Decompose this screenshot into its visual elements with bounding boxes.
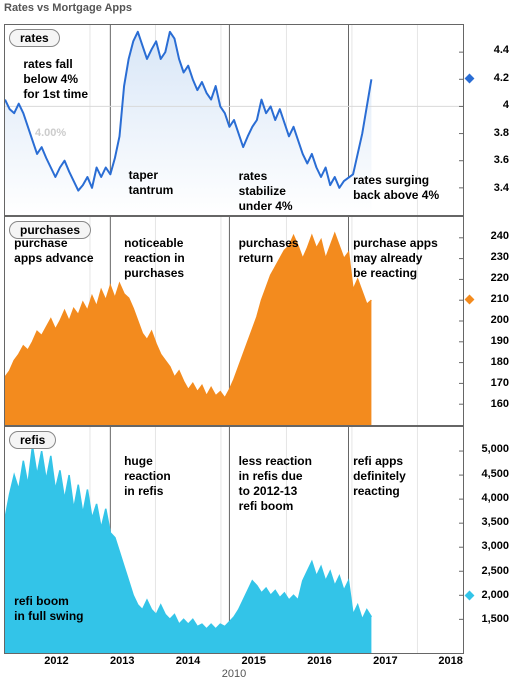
- panel-label-rates: rates: [9, 29, 60, 47]
- ytick: 4.2: [494, 72, 509, 84]
- ytick: 4: [503, 99, 509, 111]
- annotation: refi appsdefinitelyreacting: [353, 454, 406, 499]
- annotation: rates surgingback above 4%: [353, 173, 439, 203]
- annotation: noticeablereaction inpurchases: [124, 236, 185, 281]
- annotation: purchasesreturn: [239, 236, 299, 266]
- ytick: 170: [491, 377, 509, 389]
- annotation: tapertantrum: [129, 168, 174, 198]
- ytick: 220: [491, 272, 509, 284]
- x-axis-title: 2010: [222, 668, 246, 680]
- ytick: 160: [491, 398, 509, 410]
- xtick: 2016: [307, 655, 331, 667]
- ytick: 2,000: [481, 589, 509, 601]
- xtick: 2012: [44, 655, 68, 667]
- ytick: 4.4: [494, 44, 509, 56]
- ytick: 230: [491, 251, 509, 263]
- yaxis-refis: 1,500 2,000 2,500 3,000 3,500 4,000 4,500 5,000: [467, 426, 509, 654]
- threshold-4pct-label: 4.00%: [35, 127, 66, 139]
- annotation: ratesstabilizeunder 4%: [239, 169, 293, 214]
- panel-rates: rates 4.00% rates fallbelow 4%for 1st ti…: [4, 24, 464, 216]
- series-marker-icon: [465, 590, 475, 600]
- panel-refis: refis refi boomin full swing hugereaction…: [4, 426, 464, 654]
- ytick: 3.8: [494, 127, 509, 139]
- annotation: rates fallbelow 4%for 1st time: [23, 57, 88, 102]
- yaxis-rates: 3.4 3.6 3.8 4 4.2 4.4: [467, 24, 509, 216]
- annotation: purchase appsmay alreadybe reacting: [353, 236, 438, 281]
- series-marker-icon: [465, 295, 475, 305]
- chart-container: Rates vs Mortgage Apps rates 4.00% rates…: [0, 0, 511, 674]
- ytick: 1,500: [481, 613, 509, 625]
- yaxis-purchases: 160 170 180 190 200 210 220 230 240: [467, 216, 509, 426]
- ytick: 3,000: [481, 540, 509, 552]
- xtick: 2017: [373, 655, 397, 667]
- panel-purchases: purchases purchaseapps advance noticeable…: [4, 216, 464, 426]
- ytick: 3.4: [494, 182, 509, 194]
- ytick: 5,000: [481, 443, 509, 455]
- annotation: purchaseapps advance: [14, 236, 93, 266]
- annotation: hugereactionin refis: [124, 454, 171, 499]
- ytick: 4,000: [481, 492, 509, 504]
- annotation: less reactionin refis dueto 2012-13refi …: [239, 454, 312, 514]
- xtick: 2015: [242, 655, 266, 667]
- xtick: 2014: [176, 655, 200, 667]
- panel-label-refis: refis: [9, 431, 56, 449]
- ytick: 3.6: [494, 154, 509, 166]
- ytick: 190: [491, 335, 509, 347]
- x-axis: 20122013201420152016201720182010: [4, 655, 464, 673]
- ytick: 2,500: [481, 565, 509, 577]
- annotation: refi boomin full swing: [14, 594, 83, 624]
- chart-title: Rates vs Mortgage Apps: [4, 2, 132, 14]
- series-marker-icon: [465, 73, 475, 83]
- ytick: 3,500: [481, 516, 509, 528]
- ytick: 210: [491, 293, 509, 305]
- ytick: 200: [491, 314, 509, 326]
- xtick: 2018: [438, 655, 462, 667]
- panel-label-purchases: purchases: [9, 221, 91, 239]
- ytick: 4,500: [481, 468, 509, 480]
- xtick: 2013: [110, 655, 134, 667]
- ytick: 240: [491, 230, 509, 242]
- ytick: 180: [491, 356, 509, 368]
